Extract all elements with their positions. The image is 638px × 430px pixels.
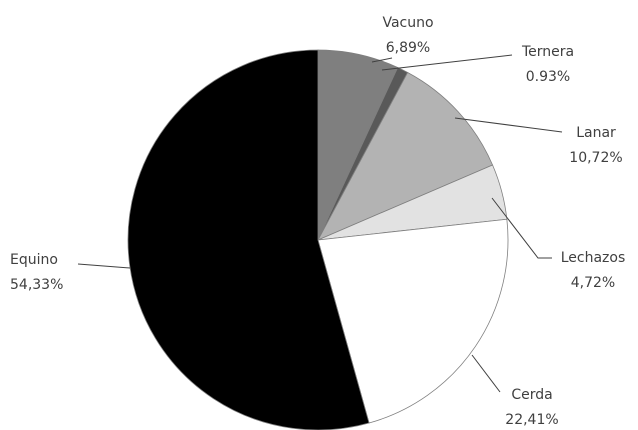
leader-line-equino bbox=[77, 263, 131, 269]
slice-label-lechazos: Lechazos bbox=[561, 250, 626, 266]
slice-value-vacuno: 6,89% bbox=[386, 40, 430, 56]
leader-line-lanar bbox=[454, 117, 563, 133]
slice-value-ternera: 0.93% bbox=[526, 69, 570, 85]
slice-label-cerda: Cerda bbox=[511, 387, 552, 403]
leader-line-lechazos bbox=[491, 197, 552, 259]
slice-label-ternera: Ternera bbox=[521, 44, 574, 60]
slice-value-lanar: 10,72% bbox=[569, 150, 622, 166]
leader-line-cerda bbox=[471, 354, 501, 393]
pie-slice-equino bbox=[127, 49, 370, 430]
slice-labels: Vacuno 6,89% Ternera 0.93% Lanar 10,72% … bbox=[10, 15, 625, 428]
slice-label-equino: Equino bbox=[10, 252, 58, 268]
leader-line-vacuno bbox=[371, 57, 393, 63]
pie-slices bbox=[127, 49, 509, 430]
slice-label-lanar: Lanar bbox=[576, 125, 616, 141]
slice-value-equino: 54,33% bbox=[10, 277, 63, 293]
slice-label-vacuno: Vacuno bbox=[382, 15, 433, 31]
leader-line-ternera bbox=[381, 54, 513, 71]
slice-value-cerda: 22,41% bbox=[505, 412, 558, 428]
pie-slice-cerda bbox=[317, 218, 509, 424]
leader-lines bbox=[77, 54, 563, 393]
pie-slice-lanar bbox=[317, 71, 494, 241]
slice-value-lechazos: 4,72% bbox=[571, 275, 615, 291]
